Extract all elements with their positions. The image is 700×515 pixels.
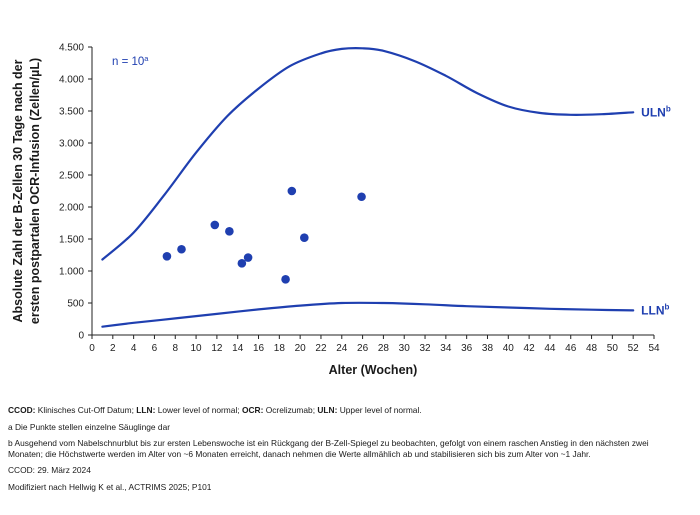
lln-curve [101, 301, 635, 328]
data-point [281, 275, 290, 284]
x-tick-label: 20 [295, 343, 307, 354]
axes: 05001.0001.5002.0002.5003.0003.5004.0004… [59, 43, 660, 355]
x-tick-label: 50 [607, 343, 619, 354]
x-tick-label: 10 [191, 343, 203, 354]
data-point [225, 227, 234, 236]
abbr-ccod-key: CCOD: [8, 405, 36, 415]
x-tick-label: 52 [628, 343, 640, 354]
x-tick-label: 18 [274, 343, 286, 354]
data-point [357, 192, 366, 202]
n-label-text: n = 10 [112, 56, 144, 68]
x-tick-label: 42 [524, 343, 536, 354]
abbr-lln-text: Lower level of normal; [155, 405, 242, 415]
footnote-a: a Die Punkte stellen einzelne Säuglinge … [8, 421, 171, 432]
n-label: n = 10a [112, 54, 149, 68]
x-tick-label: 48 [586, 343, 598, 354]
x-tick-label: 32 [419, 343, 431, 354]
n-label-sup: a [144, 54, 149, 63]
y-tick-label: 500 [67, 299, 84, 310]
x-tick-label: 30 [399, 343, 411, 354]
y-axis-label-line2: ersten postpartalen OCR-Infusion (Zellen… [28, 58, 42, 324]
x-tick-label: 2 [110, 343, 116, 354]
y-tick-label: 2.500 [59, 171, 84, 182]
data-point [210, 220, 220, 230]
x-tick-label: 34 [440, 343, 452, 354]
y-tick-label: 0 [78, 331, 84, 342]
uln-label-sup: b [666, 104, 671, 113]
y-tick-label: 4.500 [59, 43, 84, 54]
y-tick-label: 2.000 [59, 203, 84, 214]
abbr-uln-key: ULN: [317, 405, 338, 415]
x-tick-label: 16 [253, 343, 265, 354]
lln-label-sup: b [665, 302, 670, 311]
ccod-date: CCOD: 29. März 2024 [8, 465, 91, 475]
y-axis-label: Absolute Zahl der B-Zellen 30 Tage nach … [11, 58, 42, 324]
scatter-chart: Absolute Zahl der B-Zellen 30 Tage nach … [11, 43, 671, 378]
lln-label-text: LLN [641, 303, 664, 317]
x-tick-label: 40 [503, 343, 515, 354]
x-tick-label: 24 [336, 343, 348, 354]
uln-label: ULNb [641, 104, 671, 119]
x-axis-label: Alter (Wochen) [329, 363, 418, 377]
x-tick-label: 36 [461, 343, 473, 354]
abbr-lln-key: LLN: [136, 405, 156, 415]
data-point [243, 253, 253, 262]
footnote-b: b Ausgehend vom Nabelschnurblut bis zur … [8, 438, 649, 459]
abbr-ocr-key: OCR: [241, 405, 264, 415]
data-points [162, 186, 366, 284]
y-tick-label: 1.500 [59, 235, 84, 246]
data-point [237, 259, 247, 268]
data-point [162, 251, 172, 261]
lln-label: LLNb [641, 302, 669, 317]
y-tick-label: 4.000 [59, 75, 84, 86]
x-tick-label: 46 [565, 343, 577, 354]
abbr-ccod-text: Klinisches Cut-Off Datum; [35, 405, 137, 415]
abbreviations: CCOD: Klinisches Cut-Off Datum; LLN: Low… [8, 405, 658, 416]
x-tick-label: 26 [357, 343, 369, 354]
source-citation: Modifiziert nach Hellwig K et al., ACTRI… [8, 481, 212, 492]
x-tick-label: 12 [211, 343, 223, 354]
x-tick-label: 6 [152, 343, 158, 354]
x-tick-label: 0 [89, 343, 95, 354]
x-tick-label: 4 [131, 343, 137, 354]
abbr-uln-text: Upper level of normal. [337, 405, 422, 415]
x-tick-label: 8 [172, 343, 178, 354]
x-tick-label: 44 [544, 343, 556, 354]
abbr-ocr-text: Ocrelizumab; [263, 405, 318, 415]
y-axis-label-line1: Absolute Zahl der B-Zellen 30 Tage nach … [11, 59, 25, 322]
x-tick-label: 14 [232, 343, 244, 354]
data-point [287, 186, 297, 196]
x-tick-label: 54 [648, 343, 660, 354]
uln-label-text: ULN [641, 105, 666, 119]
footnotes: CCOD: Klinisches Cut-Off Datum; LLN: Low… [8, 405, 658, 498]
y-tick-label: 3.500 [59, 107, 84, 118]
x-tick-label: 22 [315, 343, 327, 354]
y-tick-label: 3.000 [59, 139, 84, 150]
data-point [177, 244, 186, 254]
data-point [300, 233, 309, 243]
x-tick-label: 38 [482, 343, 494, 354]
x-tick-label: 28 [378, 343, 390, 354]
y-tick-label: 1.000 [59, 267, 84, 278]
uln-curve [101, 47, 635, 261]
